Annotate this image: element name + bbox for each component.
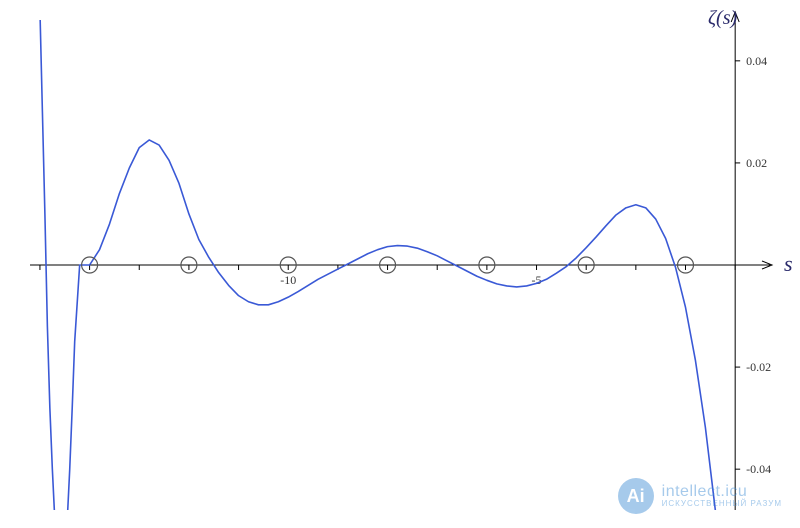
y-tick-label: 0.04: [746, 54, 767, 68]
x-axis-title: s: [784, 251, 793, 276]
y-tick-label: -0.04: [746, 462, 771, 476]
y-axis-title: ζ(s): [708, 7, 738, 29]
zeta-chart: -10-5s-0.04-0.020.020.04ζ(s): [0, 0, 800, 528]
y-tick-label: 0.02: [746, 156, 767, 170]
x-tick-label: -10: [280, 273, 296, 287]
y-tick-label: -0.02: [746, 360, 771, 374]
